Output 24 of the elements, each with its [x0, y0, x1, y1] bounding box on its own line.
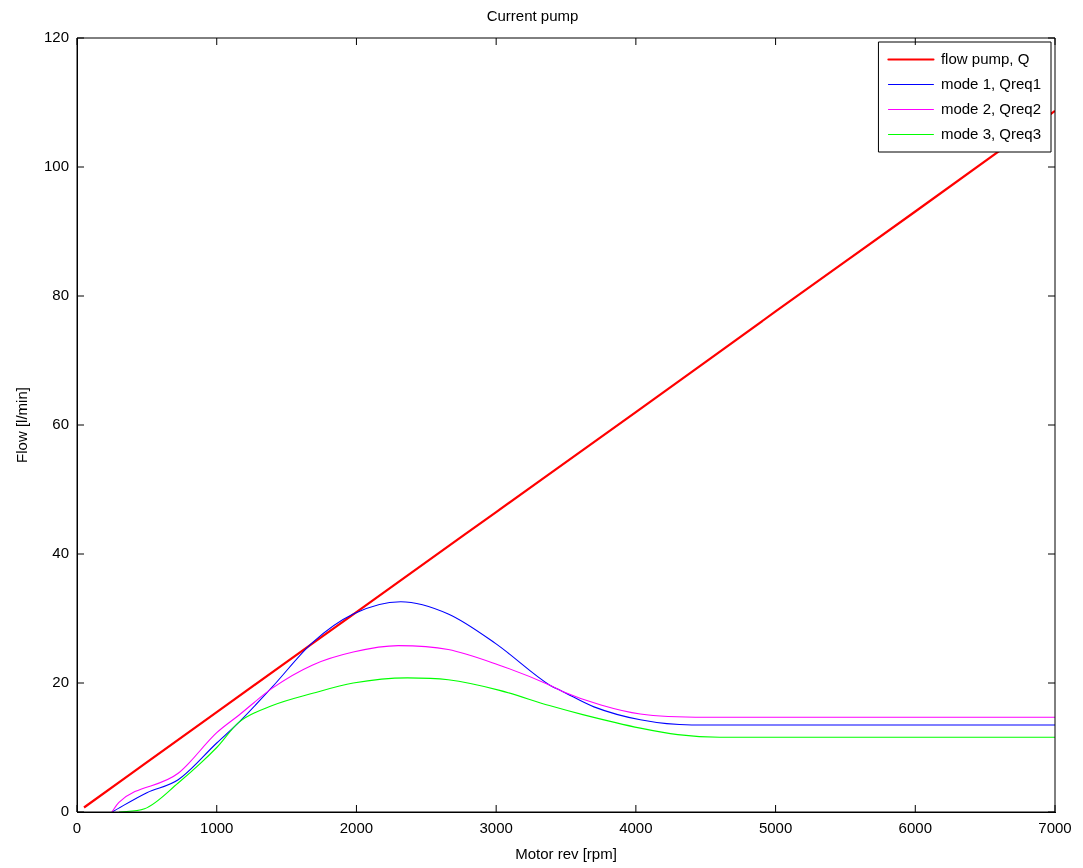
x-tick-label: 7000 [1038, 819, 1072, 837]
legend-label: mode 1, Qreq1 [940, 74, 1042, 92]
x-tick-label: 2000 [339, 819, 374, 837]
y-tick-label: 100 [44, 157, 70, 175]
legend-label: flow pump, Q [940, 49, 1030, 67]
x-tick-label: 6000 [898, 819, 932, 837]
chart-title: Current pump [486, 7, 579, 25]
x-tick-label: 4000 [619, 819, 653, 837]
y-axis-title: Flow [l/min] [13, 387, 31, 463]
y-tick-label: 40 [52, 544, 70, 562]
x-tick-label: 3000 [479, 819, 513, 837]
y-tick-label: 60 [52, 415, 70, 433]
x-axis-title: Motor rev [rpm] [515, 845, 617, 863]
y-tick-label: 80 [52, 286, 70, 304]
legend-label: mode 3, Qreq3 [940, 124, 1042, 142]
y-tick-label: 20 [52, 673, 70, 691]
legend-label: mode 2, Qreq2 [940, 99, 1042, 117]
y-tick-label: 0 [60, 802, 70, 820]
line-series [111, 601, 1055, 812]
x-tick-label: 1000 [200, 819, 234, 837]
y-tick-label: 120 [44, 28, 70, 46]
line-series [111, 645, 1055, 812]
x-tick-label: 5000 [758, 819, 793, 837]
x-tick-label: 0 [72, 819, 82, 837]
